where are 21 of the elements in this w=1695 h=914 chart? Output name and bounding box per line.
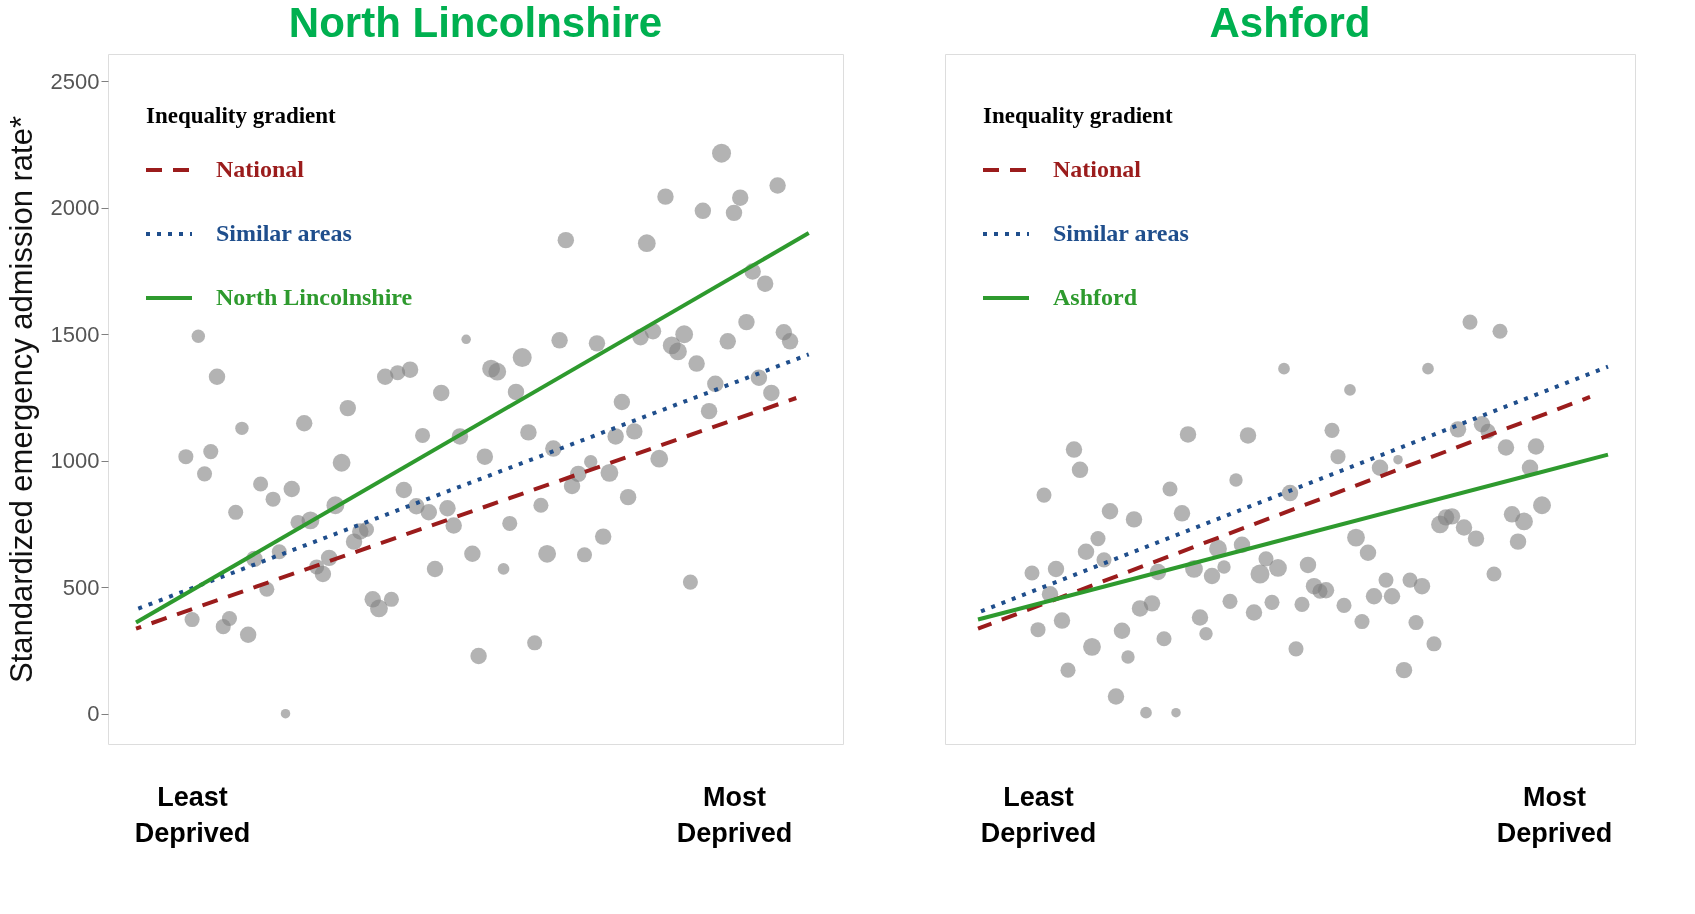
legend-label: Similar areas bbox=[1053, 220, 1189, 246]
x-tick-label: Least Deprived bbox=[980, 781, 1097, 848]
y-tick-label: 2000 bbox=[50, 195, 100, 221]
y-tick-label: 2500 bbox=[50, 68, 100, 94]
legend-title: Inequality gradient bbox=[983, 103, 1174, 128]
chart-title: North Lincolnshire bbox=[288, 0, 663, 46]
legend-label: National bbox=[1053, 156, 1142, 182]
chart-title: Ashford bbox=[1209, 0, 1371, 46]
x-tick-label: Most Deprived bbox=[1496, 781, 1613, 848]
legend-label: Similar areas bbox=[216, 220, 352, 246]
legend-title: Inequality gradient bbox=[146, 103, 337, 128]
y-axis-title: Standardized emergency admission rate* bbox=[3, 116, 39, 683]
y-tick-label: 1000 bbox=[50, 448, 100, 474]
x-tick-label: Least Deprived bbox=[134, 781, 251, 848]
y-tick-label: 0 bbox=[87, 701, 100, 727]
legend-label: National bbox=[216, 156, 305, 182]
y-tick-label: 500 bbox=[62, 574, 100, 600]
legend-label: North Lincolnshire bbox=[216, 284, 413, 310]
x-tick-label: Most Deprived bbox=[676, 781, 793, 848]
legend-label: Ashford bbox=[1053, 284, 1138, 310]
y-tick-label: 1500 bbox=[50, 321, 100, 347]
